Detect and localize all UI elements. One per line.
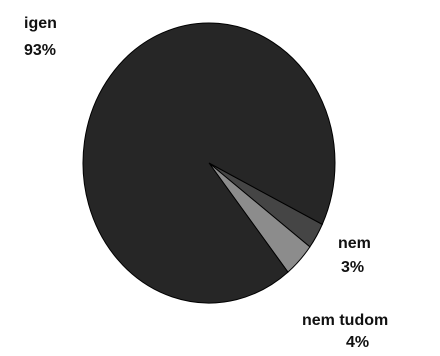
slice-percent-igen: 93% xyxy=(24,42,56,59)
pie-slices xyxy=(82,22,336,304)
pie-labels: igen 93% nem 3% nem tudom 4% xyxy=(24,15,388,351)
slice-label-igen: igen xyxy=(24,15,57,32)
pie-slice-igen xyxy=(82,22,336,304)
slice-label-nem-tudom: nem tudom xyxy=(302,312,388,329)
slice-percent-nem-tudom: 4% xyxy=(346,334,369,351)
slice-percent-nem: 3% xyxy=(341,259,364,276)
slice-label-nem: nem xyxy=(338,235,371,252)
